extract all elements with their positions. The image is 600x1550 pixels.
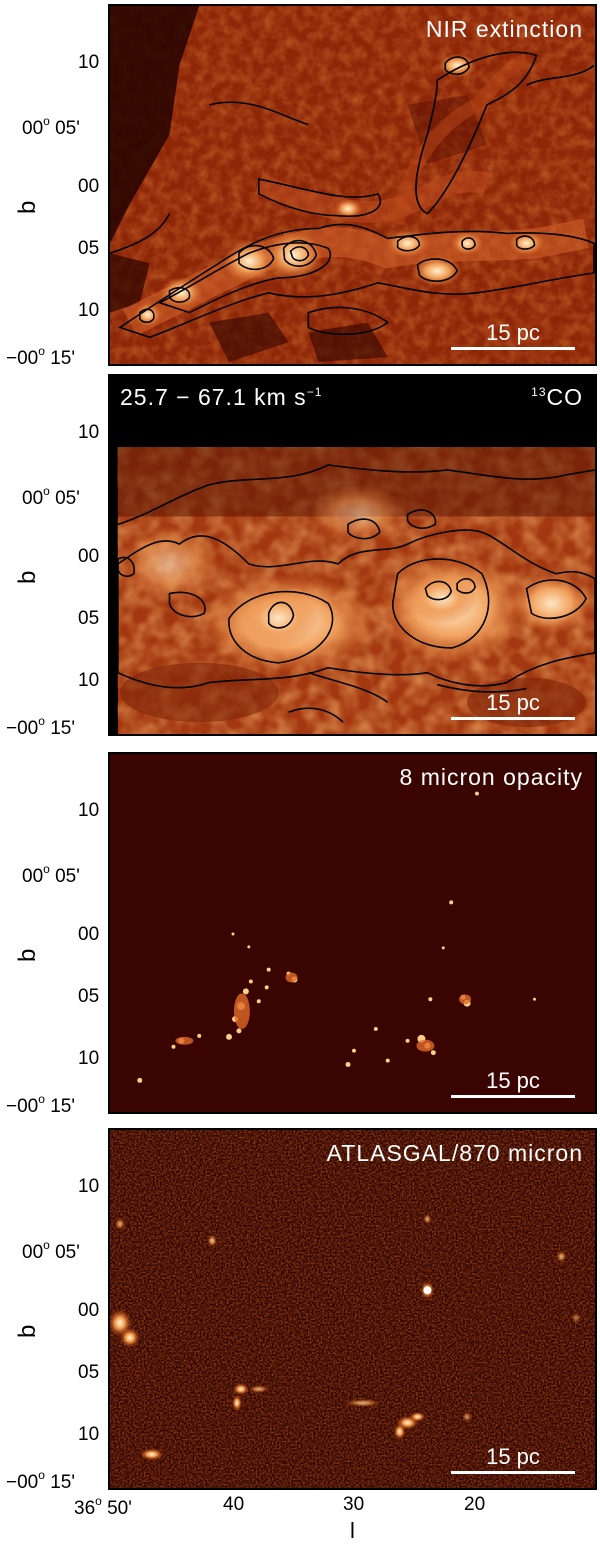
- isotope-number: 13: [531, 385, 547, 399]
- ytick-05-north-panel3: 00o 05': [22, 862, 80, 887]
- scale-bar: 15 pc: [451, 1068, 575, 1098]
- y-axis-label-panel2: b: [14, 570, 41, 584]
- tracer-name: CO: [546, 384, 583, 410]
- xtick-40: 40: [223, 1494, 245, 1515]
- xtick-50: 36o 50': [74, 1494, 132, 1519]
- scale-label: 15 pc: [486, 1444, 540, 1469]
- velocity-unit-exponent: −1: [306, 385, 323, 399]
- panel-8-micron: 8 micron opacity 15 pc: [108, 752, 597, 1114]
- ytick-00-panel3: 00: [78, 924, 100, 945]
- panel-13co: 25.7 − 67.1 km s−1 13CO 15 pc: [108, 374, 597, 736]
- ytick-15-south-panel1: −00o 15': [6, 344, 75, 369]
- panel-title: ATLASGAL/870 micron: [326, 1140, 583, 1166]
- xtick-20: 20: [464, 1494, 486, 1515]
- ytick-10-panel3: 10: [78, 800, 100, 821]
- ytick-05-south-panel4: 05: [78, 1362, 100, 1383]
- ytick-10-south-panel4: 10: [78, 1424, 100, 1445]
- ytick-10-south-panel2: 10: [78, 670, 100, 691]
- ytick-05-north-panel1: 00o 05': [22, 114, 80, 139]
- scale-bar: 15 pc: [451, 320, 575, 350]
- panel-atlasgal: ATLASGAL/870 micron 15 pc: [108, 1128, 597, 1490]
- ytick-05-south-panel2: 05: [78, 608, 100, 629]
- ytick-15-south-panel2: −00o 15': [6, 714, 75, 739]
- y-axis-label-panel1: b: [14, 200, 41, 214]
- ytick-10-panel1: 10: [78, 52, 100, 73]
- scale-bar-line: [451, 1471, 575, 1474]
- 8-micron-map: [110, 754, 595, 1112]
- scale-bar-line: [451, 1095, 575, 1098]
- y-axis-label-panel3: b: [14, 948, 41, 962]
- ytick-00-panel1: 00: [78, 176, 100, 197]
- ytick-00-panel4: 00: [78, 1300, 100, 1321]
- ytick-10-panel2: 10: [78, 422, 100, 443]
- panel-title: NIR extinction: [425, 16, 583, 42]
- x-axis-label: l: [350, 1518, 355, 1543]
- ytick-15-south-panel3: −00o 15': [6, 1092, 75, 1117]
- ytick-05-north-panel4: 00o 05': [22, 1238, 80, 1263]
- y-axis-label-panel4: b: [14, 1324, 41, 1338]
- scale-bar: 15 pc: [451, 690, 575, 720]
- ytick-10-south-panel1: 10: [78, 300, 100, 321]
- panel-title: 8 micron opacity: [399, 764, 583, 790]
- ytick-00-panel2: 00: [78, 546, 100, 567]
- scale-bar-line: [451, 717, 575, 720]
- scale-label: 15 pc: [486, 320, 540, 345]
- 13co-map: [110, 376, 595, 734]
- ytick-15-south-panel4: −00o 15': [6, 1468, 75, 1493]
- panel-title-tracer: 13CO: [531, 384, 583, 411]
- ytick-05-south-panel1: 05: [78, 238, 100, 259]
- atlasgal-map: [110, 1130, 595, 1488]
- ytick-10-south-panel3: 10: [78, 1048, 100, 1069]
- ytick-05-north-panel2: 00o 05': [22, 484, 80, 509]
- ytick-10-panel4: 10: [78, 1176, 100, 1197]
- panel-nir-extinction: NIR extinction 15 pc: [108, 4, 597, 366]
- nir-extinction-map: [110, 6, 595, 364]
- ytick-05-south-panel3: 05: [78, 986, 100, 1007]
- panel-title-velocity: 25.7 − 67.1 km s−1: [120, 384, 322, 411]
- scale-label: 15 pc: [486, 1068, 540, 1093]
- velocity-range: 25.7 − 67.1 km s: [120, 384, 307, 410]
- scale-bar: 15 pc: [451, 1444, 575, 1474]
- scale-label: 15 pc: [486, 690, 540, 715]
- scale-bar-line: [451, 347, 575, 350]
- xtick-30: 30: [343, 1494, 365, 1515]
